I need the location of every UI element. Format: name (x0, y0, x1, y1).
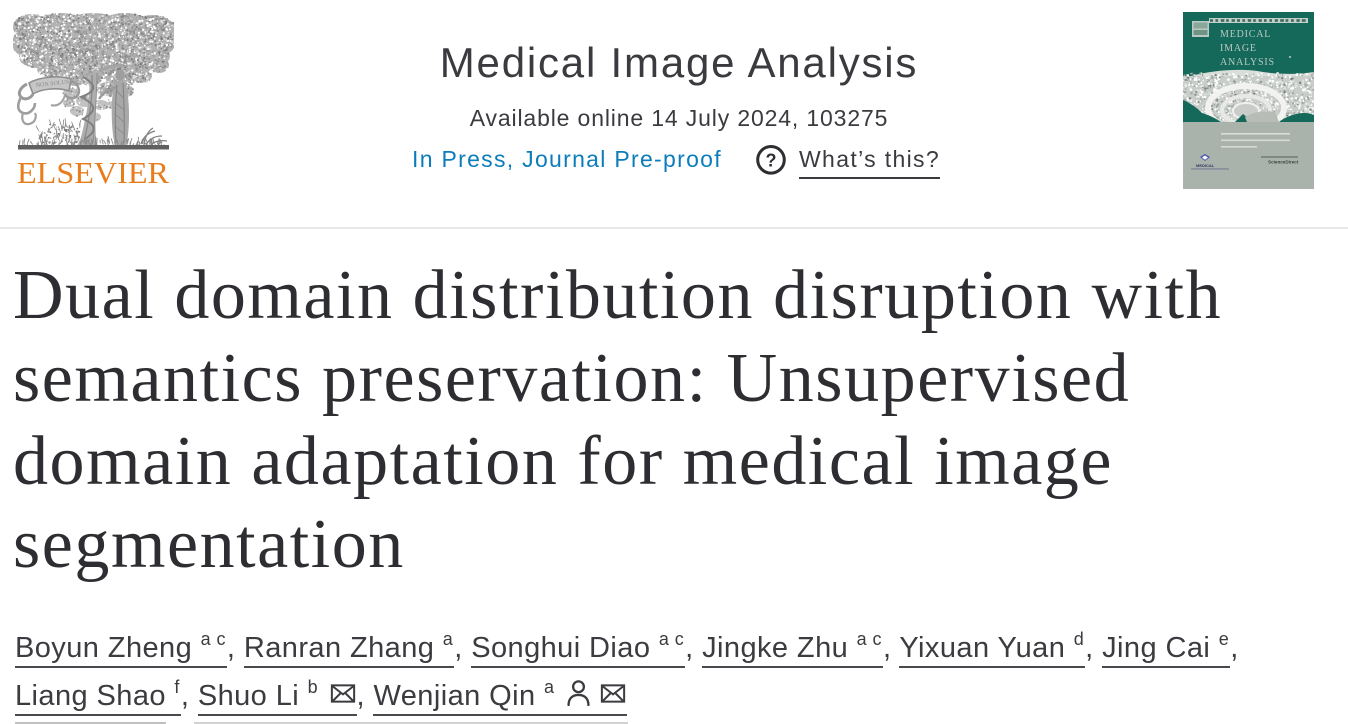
svg-text:ANALYSIS: ANALYSIS (1220, 57, 1275, 68)
svg-text:?: ? (766, 150, 777, 170)
svg-text:NON SOLUS: NON SOLUS (36, 80, 70, 89)
svg-text:MEDICAL: MEDICAL (1220, 29, 1271, 40)
svg-text:ScienceDirect: ScienceDirect (1268, 160, 1299, 165)
svg-text:IMAGE: IMAGE (1220, 43, 1257, 54)
svg-text:ELSEVIER: ELSEVIER (17, 155, 169, 185)
svg-text:MEDICAL: MEDICAL (1196, 163, 1215, 168)
